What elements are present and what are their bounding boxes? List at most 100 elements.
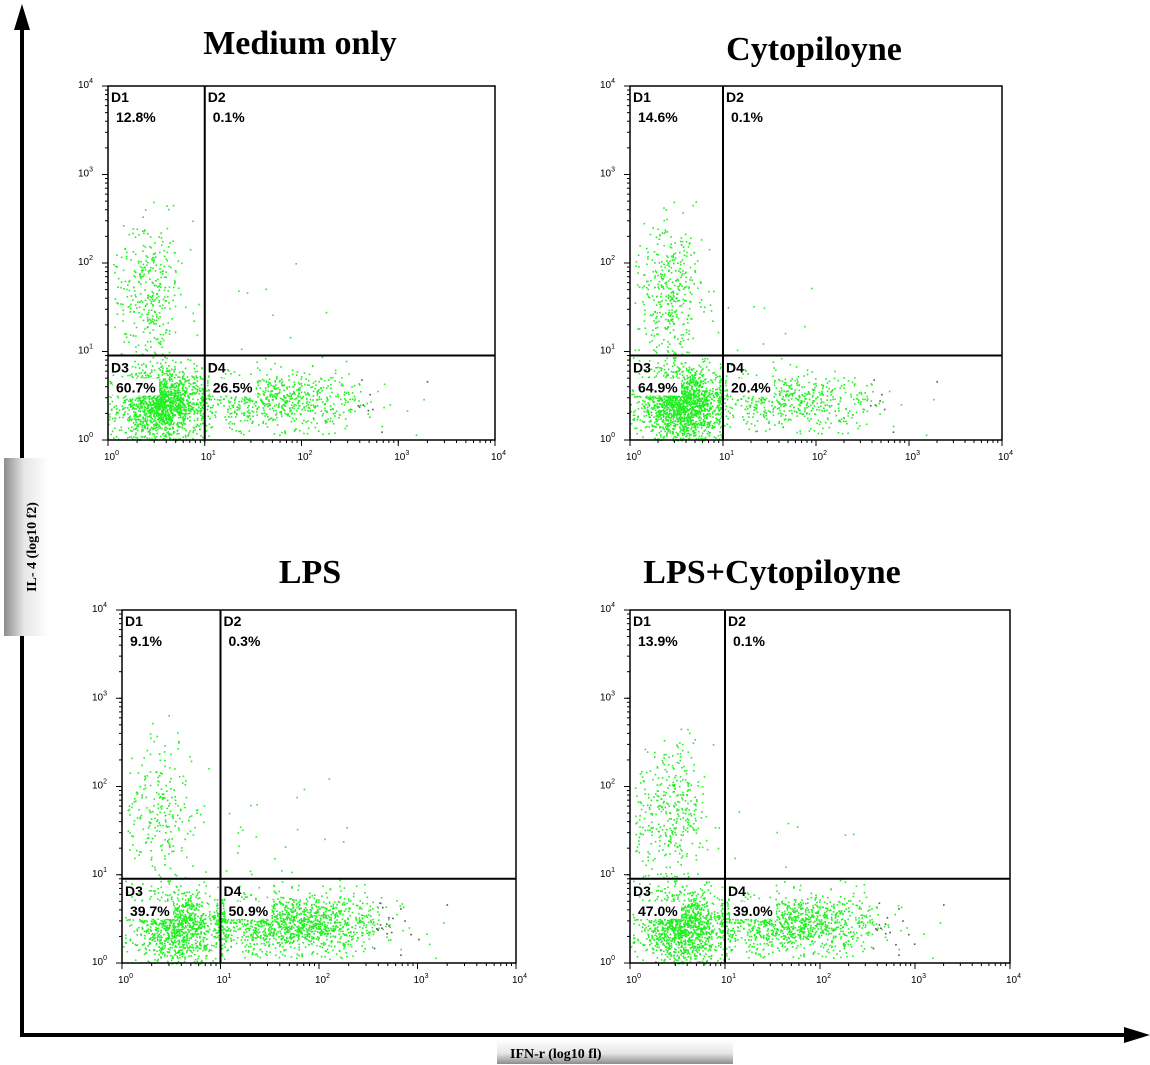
scatter-point: [685, 405, 688, 408]
scatter-point: [178, 407, 181, 409]
scatter-point: [343, 394, 346, 396]
scatter-point: [678, 409, 681, 411]
scatter-point: [650, 414, 653, 417]
scatter-point: [259, 380, 262, 382]
scatter-point: [172, 427, 174, 429]
scatter-point: [656, 372, 659, 375]
scatter-point: [198, 392, 201, 395]
scatter-point: [161, 397, 164, 399]
scatter-point: [182, 397, 185, 399]
scatter-point: [666, 400, 668, 403]
scatter-point: [128, 419, 130, 422]
scatter-point: [183, 422, 185, 425]
scatter-point: [694, 383, 696, 385]
scatter-point: [694, 269, 696, 272]
scatter-point: [275, 414, 277, 416]
scatter-point: [678, 405, 681, 407]
scatter-point: [145, 281, 147, 284]
scatter-point: [698, 397, 700, 399]
scatter-point: [120, 281, 123, 283]
scatter-point: [248, 430, 251, 432]
scatter-point: [144, 406, 147, 409]
scatter-point: [196, 417, 199, 420]
scatter-point: [693, 283, 695, 285]
scatter-point: [687, 338, 689, 341]
scatter-point: [687, 416, 689, 419]
scatter-point: [297, 401, 300, 404]
scatter-point: [293, 413, 296, 415]
scatter-point: [231, 404, 233, 407]
scatter-point: [223, 405, 225, 407]
scatter-point: [706, 423, 709, 426]
scatter-point: [703, 311, 705, 313]
scatter-point: [689, 301, 692, 303]
scatter-point: [140, 419, 142, 421]
scatter-point: [189, 430, 191, 432]
scatter-point: [344, 401, 347, 404]
scatter-point: [705, 402, 707, 405]
scatter-point: [684, 293, 686, 296]
scatter-point: [682, 333, 684, 336]
scatter-point: [682, 394, 685, 396]
scatter-point: [685, 276, 687, 279]
scatter-point: [674, 252, 677, 255]
scatter-point: [644, 400, 646, 403]
scatter-point: [747, 416, 750, 418]
scatter-point: [179, 409, 182, 412]
scatter-point: [720, 389, 723, 392]
scatter-point: [275, 388, 278, 390]
scatter-point: [146, 341, 149, 343]
scatter-point: [164, 296, 166, 298]
scatter-point: [178, 411, 181, 413]
scatter-point: [820, 405, 822, 407]
scatter-point: [676, 366, 679, 368]
scatter-point: [673, 409, 675, 411]
scatter-point: [165, 419, 167, 421]
scatter-point: [148, 309, 150, 312]
scatter-point: [673, 364, 676, 366]
scatter-point: [161, 380, 164, 383]
scatter-point: [192, 431, 194, 434]
scatter-point: [138, 403, 140, 405]
scatter-point: [181, 427, 184, 429]
scatter-point: [686, 434, 688, 437]
scatter-point: [721, 415, 723, 418]
scatter-point: [139, 283, 142, 285]
scatter-point: [864, 392, 866, 394]
scatter-point: [654, 425, 656, 428]
scatter-point: [693, 426, 695, 429]
scatter-point: [169, 379, 171, 382]
scatter-point: [144, 409, 146, 412]
scatter-point: [138, 372, 140, 375]
scatter-point: [691, 293, 693, 296]
scatter-point: [157, 402, 160, 404]
scatter-point: [320, 387, 322, 390]
scatter-point: [195, 426, 197, 428]
scatter-point: [298, 405, 301, 407]
scatter-point: [806, 406, 808, 409]
scatter-point: [697, 382, 699, 384]
scatter-point: [651, 259, 654, 261]
scatter-point: [182, 436, 185, 438]
scatter-point: [661, 274, 664, 276]
scatter-point: [162, 378, 165, 380]
scatter-point: [199, 412, 202, 414]
scatter-point: [162, 390, 164, 393]
scatter-point: [173, 386, 176, 389]
scatter-point: [783, 384, 785, 386]
scatter-point: [675, 420, 677, 422]
scatter-point: [708, 395, 710, 397]
scatter-point: [171, 318, 173, 320]
scatter-point: [699, 366, 702, 368]
scatter-point: [134, 360, 136, 363]
scatter-point: [646, 425, 648, 428]
scatter-point: [687, 420, 689, 422]
scatter-point: [205, 424, 208, 427]
scatter-point: [152, 260, 155, 262]
scatter-point: [158, 299, 161, 302]
scatter-point: [720, 436, 723, 438]
scatter-point: [145, 364, 147, 367]
scatter-point: [746, 412, 749, 415]
scatter-point: [160, 404, 163, 406]
scatter-point: [192, 386, 194, 388]
